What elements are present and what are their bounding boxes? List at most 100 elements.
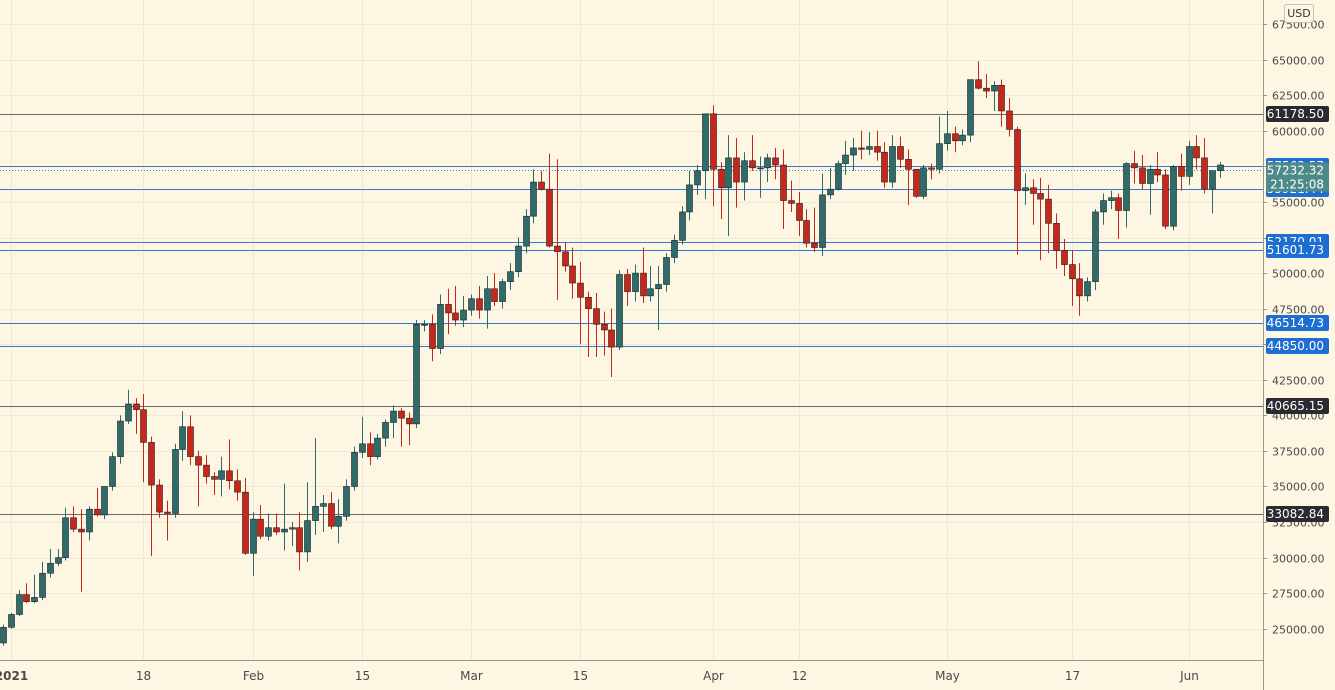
candle-body <box>554 245 561 253</box>
candle-body <box>195 456 202 466</box>
candle <box>647 265 654 302</box>
candle <box>250 512 257 577</box>
candle <box>928 163 935 180</box>
candle <box>538 170 545 191</box>
candle-body <box>1193 146 1200 159</box>
level-tag: 61178.50 <box>1266 106 1329 122</box>
candle-body <box>413 324 420 425</box>
candle-body <box>343 486 350 517</box>
candle-body <box>632 272 639 292</box>
candle-body <box>250 518 257 554</box>
candle <box>515 237 522 278</box>
candle <box>0 624 7 646</box>
candle-body <box>749 160 756 169</box>
candle <box>281 483 288 551</box>
candle-body <box>374 437 381 457</box>
candle <box>86 506 93 541</box>
candle-body <box>62 517 69 558</box>
candle <box>31 574 38 604</box>
candle-body <box>437 304 444 349</box>
candle <box>234 469 241 501</box>
candle-body <box>796 203 803 221</box>
candle-body <box>351 452 358 487</box>
candle-body <box>117 420 124 457</box>
candle <box>125 389 132 424</box>
candle-body <box>741 160 748 183</box>
candle <box>265 513 272 541</box>
y-tick-label: 42500.00 <box>1272 375 1325 388</box>
candle <box>952 126 959 153</box>
currency-button[interactable]: USD <box>1284 4 1314 23</box>
candle-body <box>788 200 795 204</box>
candle <box>1162 169 1169 230</box>
candle <box>757 156 764 198</box>
candle <box>577 261 584 345</box>
candle-body <box>1147 168 1154 184</box>
candle-body <box>1139 167 1146 184</box>
candle-body <box>1006 110 1013 130</box>
candle-body <box>905 159 912 170</box>
candle-body <box>484 288 491 311</box>
candle-body <box>663 257 670 285</box>
candle-body <box>335 516 342 527</box>
candle-body <box>889 146 896 183</box>
candle <box>1154 152 1161 183</box>
candle <box>1030 179 1037 225</box>
candle-body <box>86 508 93 533</box>
candle <box>889 135 896 188</box>
time-axis[interactable]: 2021 18 Feb 15 Mar 15 Apr 12 May 17 Jun <box>0 669 1199 683</box>
candle <box>827 167 834 200</box>
candle <box>780 149 787 230</box>
x-tick-label: 18 <box>136 669 151 683</box>
candle-body <box>8 614 15 628</box>
x-tick-label: Apr <box>703 669 724 683</box>
candle-body <box>1154 168 1161 176</box>
candle-body <box>928 167 935 170</box>
candle <box>554 159 561 301</box>
x-tick-label: 15 <box>573 669 588 683</box>
price-tags: 61178.5057563.5755921.4452170.0151601.73… <box>1266 106 1329 522</box>
candle-body <box>390 410 397 423</box>
candle <box>562 241 569 272</box>
level-tag-text: 40665.15 <box>1267 399 1324 413</box>
candle-body <box>406 417 413 425</box>
candle <box>101 486 108 520</box>
candle-body <box>1186 146 1193 177</box>
x-tick-label: 17 <box>1065 669 1080 683</box>
y-tick-label: 30000.00 <box>1272 553 1325 566</box>
candle <box>257 504 264 540</box>
candle-body <box>1100 200 1107 213</box>
candle-body <box>234 480 241 493</box>
candle-body <box>203 464 210 477</box>
candle-body <box>296 527 303 553</box>
candle-body <box>476 298 483 311</box>
candle <box>203 455 210 484</box>
candle <box>367 432 374 466</box>
candle <box>94 487 101 517</box>
candle <box>967 79 974 143</box>
candle <box>874 130 881 161</box>
candle-body <box>172 449 179 514</box>
horizontal-levels <box>0 114 1263 515</box>
candle <box>788 180 795 212</box>
candle <box>23 583 30 604</box>
candle <box>897 136 904 168</box>
level-tag-text: 33082.84 <box>1267 507 1324 521</box>
candle <box>811 207 818 252</box>
candle <box>749 135 756 171</box>
candle <box>710 105 717 207</box>
candle-body <box>491 288 498 302</box>
candle-body <box>936 143 943 170</box>
candle <box>1178 153 1185 191</box>
candle <box>1076 263 1083 316</box>
candle-body <box>959 134 966 142</box>
candle <box>905 149 912 205</box>
candle-body <box>312 506 319 521</box>
candle-body <box>1084 281 1091 297</box>
candle <box>117 415 124 464</box>
candle <box>733 137 740 208</box>
candle-body <box>1209 170 1216 190</box>
candle <box>718 162 725 220</box>
